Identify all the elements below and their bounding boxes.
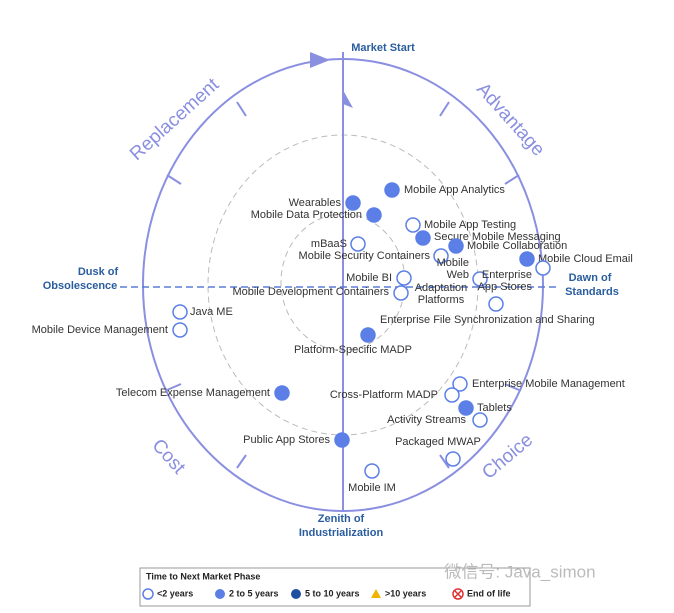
- legend-box: [139, 567, 531, 607]
- legend-marker: [371, 589, 381, 598]
- axis-label: Obsolescence: [43, 280, 118, 292]
- axis-label: Market Start: [351, 42, 415, 54]
- node-label: Mobile: [437, 257, 469, 269]
- phase-label: Choice: [478, 430, 537, 484]
- node: [396, 270, 412, 286]
- node: [334, 432, 350, 448]
- legend-marker: [142, 588, 154, 600]
- arrow: [310, 52, 330, 68]
- legend-label: 5 to 10 years: [305, 588, 360, 598]
- node-label: Tablets: [477, 402, 512, 414]
- phase-label: Advantage: [472, 79, 548, 161]
- node-label: Enterprise Mobile Management: [472, 378, 625, 390]
- node-label: Mobile App Analytics: [404, 184, 505, 196]
- node-label: Cross-Platform MADP: [330, 389, 438, 401]
- node: [472, 271, 488, 287]
- phase-label: Cost: [147, 435, 189, 479]
- node-label: Mobile Device Management: [32, 324, 168, 336]
- node: [172, 304, 188, 320]
- node: [488, 296, 504, 312]
- node-label: Mobile Data Protection: [251, 209, 362, 221]
- node: [345, 195, 361, 211]
- node: [444, 387, 460, 403]
- legend-marker: [454, 590, 462, 598]
- node-label: Mobile Development Containers: [232, 286, 389, 298]
- node: [535, 260, 551, 276]
- legend-label: <2 years: [157, 588, 193, 598]
- node: [274, 385, 290, 401]
- node-label: Mobile IM: [348, 482, 396, 494]
- legend-marker: [215, 589, 225, 599]
- axis-label: Zenith of: [318, 513, 365, 525]
- node-label: Mobile App Testing: [424, 219, 516, 231]
- node-label: Platforms: [418, 294, 465, 306]
- node: [415, 230, 431, 246]
- legend-label: End of life: [467, 588, 511, 598]
- node: [384, 182, 400, 198]
- node-label: Wearables: [289, 197, 342, 209]
- node: [448, 238, 464, 254]
- node-label: Telecom Expense Management: [116, 387, 270, 399]
- node-label: Enterprise File Synchronization and Shar…: [380, 314, 595, 326]
- node-label: Web: [447, 269, 469, 281]
- node-label: Activity Streams: [387, 414, 466, 426]
- node: [366, 207, 382, 223]
- node: [433, 248, 449, 264]
- ticks: [166, 101, 520, 469]
- node: [360, 327, 376, 343]
- node-label: Platform-Specific MADP: [294, 344, 412, 356]
- node-label: Secure Mobile Messaging: [434, 231, 561, 243]
- node-label: Adaptation: [415, 282, 468, 294]
- node: [458, 400, 474, 416]
- node: [393, 285, 409, 301]
- node: [452, 376, 468, 392]
- axis-label: Dusk of: [78, 266, 119, 278]
- node-label: Mobile Security Containers: [299, 250, 431, 262]
- node: [472, 412, 488, 428]
- legend-title: Time to Next Market Phase: [146, 571, 260, 581]
- arrow: [343, 90, 353, 108]
- node: [519, 251, 535, 267]
- node: [172, 322, 188, 338]
- node-label: Java ME: [190, 306, 233, 318]
- watermark: 微信号: Java_simon: [444, 562, 595, 581]
- axis-label: Dawn of: [569, 272, 612, 284]
- node-label: mBaaS: [311, 238, 347, 250]
- node-label: Public App Stores: [243, 434, 330, 446]
- legend-label: 2 to 5 years: [229, 588, 279, 598]
- legend-label: >10 years: [385, 588, 426, 598]
- node-label: Mobile Cloud Email: [538, 253, 633, 265]
- node-label: Mobile Collaboration: [467, 240, 567, 252]
- node: [364, 463, 380, 479]
- node-label: App Stores: [478, 281, 533, 293]
- phase-label: Replacement: [126, 74, 224, 165]
- node-label: Mobile BI: [346, 272, 392, 284]
- axis-label: Industrialization: [299, 527, 384, 539]
- node-label: Enterprise: [482, 269, 532, 281]
- node: [445, 451, 461, 467]
- node: [350, 236, 366, 252]
- axis-label: Standards: [565, 286, 619, 298]
- node-label: Packaged MWAP: [395, 436, 481, 448]
- legend-marker: [291, 589, 301, 599]
- node: [405, 217, 421, 233]
